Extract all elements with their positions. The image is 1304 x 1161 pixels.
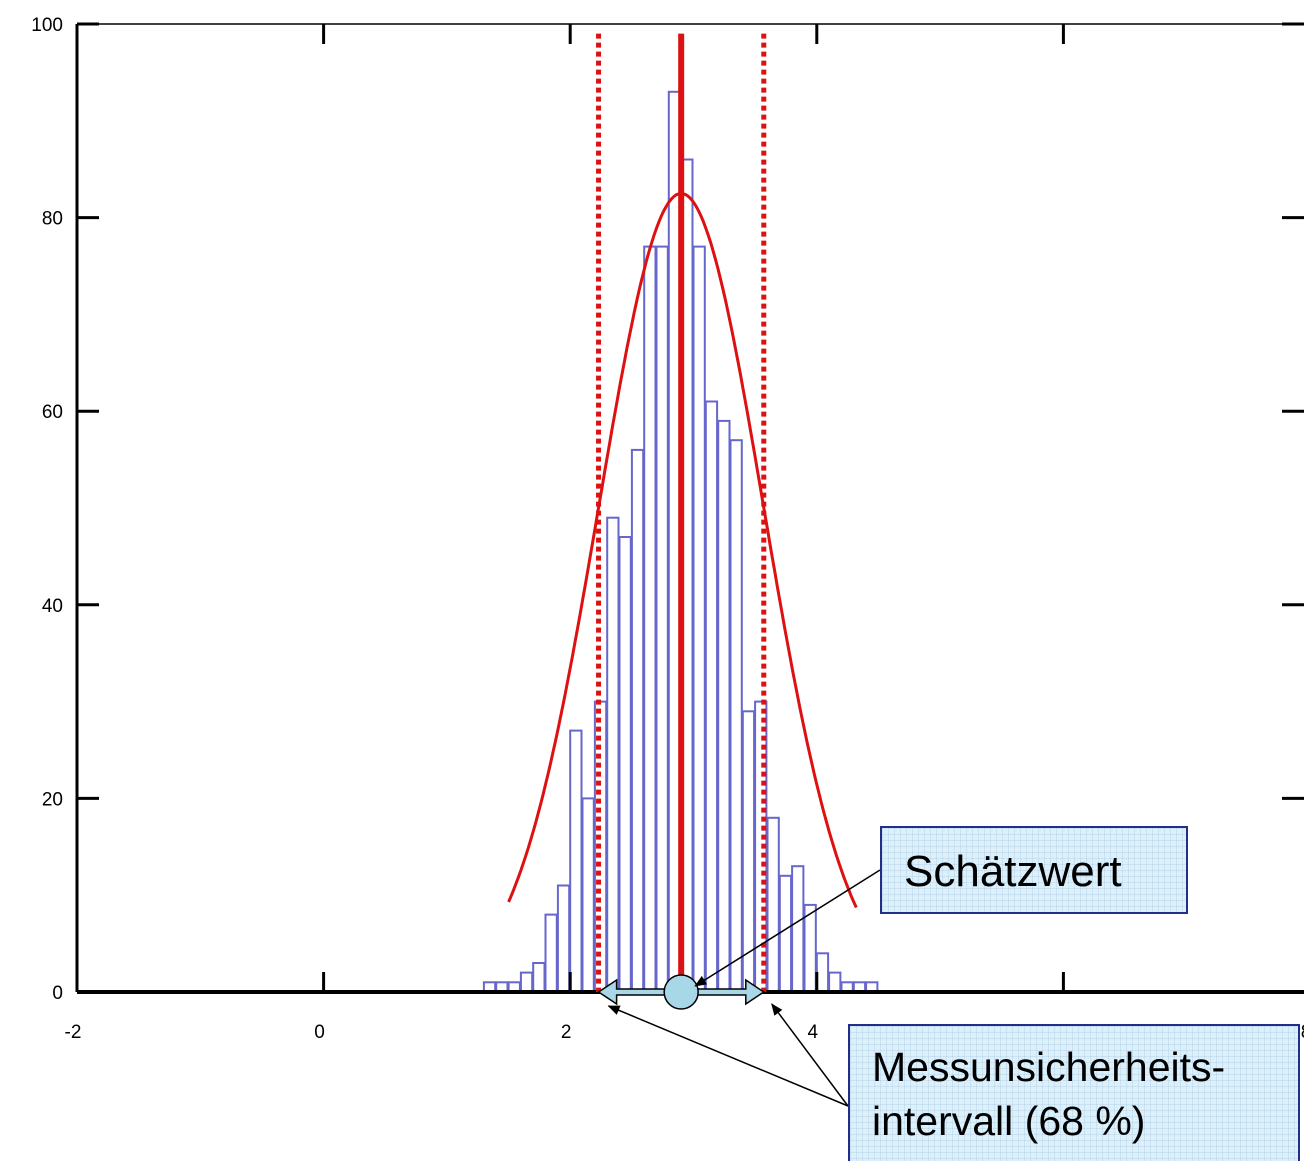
histogram-bar bbox=[692, 245, 706, 994]
estimate-label: Schätzwert bbox=[904, 847, 1122, 896]
y-tick-label: 40 bbox=[42, 596, 63, 617]
estimate-marker bbox=[663, 974, 699, 1010]
x-tick-label: 0 bbox=[314, 1022, 325, 1043]
histogram-bar bbox=[606, 516, 620, 993]
x-tick-label: 4 bbox=[808, 1022, 819, 1043]
y-tick-label: 0 bbox=[52, 983, 63, 1004]
histogram-bar bbox=[704, 400, 719, 993]
histogram-bar bbox=[778, 874, 793, 993]
histogram-bar bbox=[791, 865, 805, 994]
histogram-bar bbox=[729, 439, 743, 993]
histogram-bar bbox=[643, 245, 657, 994]
y-tick-label: 100 bbox=[31, 15, 63, 36]
histogram-bar bbox=[803, 903, 817, 994]
interval-label-line2: intervall (68 %) bbox=[872, 1098, 1146, 1144]
histogram-bar bbox=[828, 971, 842, 993]
histogram-bar bbox=[569, 729, 583, 993]
histogram-bar bbox=[815, 952, 830, 993]
histogram-bar bbox=[519, 971, 534, 993]
estimate-leader-arrow bbox=[694, 869, 881, 987]
interval-leader-arrow-low bbox=[607, 1005, 849, 1107]
histogram-bar bbox=[618, 536, 632, 993]
estimate-callout: Schätzwert bbox=[880, 826, 1188, 914]
histogram-bar bbox=[581, 797, 595, 994]
y-tick-label: 60 bbox=[42, 402, 63, 423]
histogram-bar bbox=[532, 962, 546, 993]
histogram-bar bbox=[717, 419, 731, 993]
histogram-bar bbox=[630, 448, 645, 993]
x-tick-label: 8 bbox=[1301, 1022, 1304, 1043]
histogram-bar bbox=[766, 816, 780, 993]
y-tick-label: 80 bbox=[42, 209, 63, 230]
histogram-bar bbox=[655, 245, 669, 994]
y-tick-label: 20 bbox=[42, 789, 63, 810]
x-tick-label: 2 bbox=[561, 1022, 572, 1043]
x-tick-label: -2 bbox=[65, 1022, 82, 1043]
interval-callout: Messunsicherheits- intervall (68 %) bbox=[848, 1024, 1300, 1161]
histogram-bar bbox=[556, 884, 571, 993]
histogram-bar bbox=[544, 913, 558, 993]
interval-label-line1: Messunsicherheits- bbox=[872, 1044, 1226, 1090]
overlays bbox=[507, 33, 881, 1107]
histogram-bars bbox=[482, 90, 879, 994]
x-tick-label: 6 bbox=[1054, 1022, 1065, 1043]
interval-leader-arrow-high bbox=[771, 1003, 849, 1107]
